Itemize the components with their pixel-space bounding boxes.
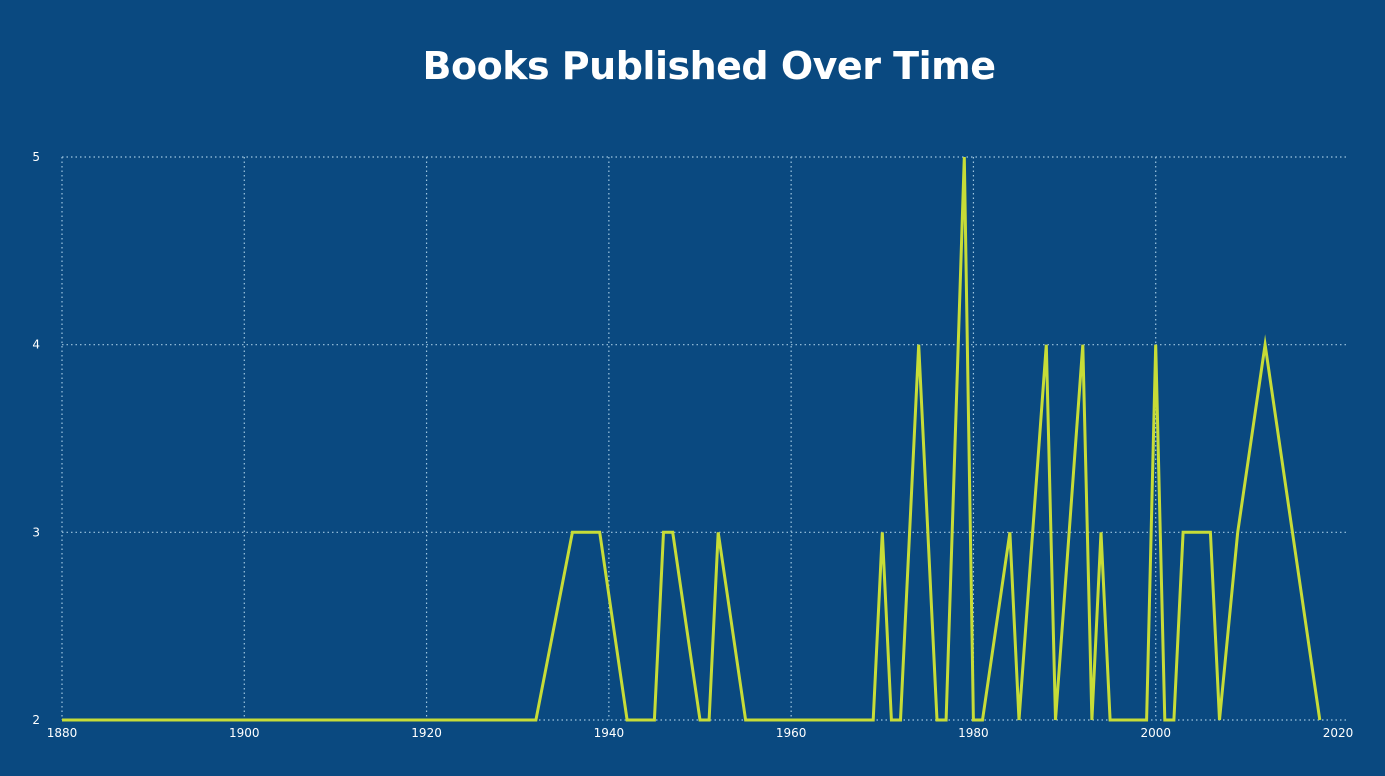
x-tick-label: 1900 xyxy=(229,726,260,740)
x-tick-label: 1960 xyxy=(776,726,807,740)
x-tick-label: 2000 xyxy=(1140,726,1171,740)
x-tick-label: 1880 xyxy=(47,726,78,740)
y-tick-label: 3 xyxy=(32,525,40,539)
x-tick-label: 1920 xyxy=(411,726,442,740)
y-tick-label: 5 xyxy=(32,150,40,164)
x-tick-label: 1940 xyxy=(594,726,625,740)
series-line xyxy=(62,156,1322,722)
chart-title: Books Published Over Time xyxy=(422,44,996,88)
series-layer xyxy=(62,156,1322,722)
axis-ticks: 2 3 4 5 1880 1900 1920 1940 1960 1980 2000 2020 xyxy=(32,150,1353,740)
x-tick-label: 2020 xyxy=(1323,726,1354,740)
x-tick-label: 1980 xyxy=(958,726,989,740)
grid xyxy=(61,156,1349,721)
y-tick-label: 4 xyxy=(32,338,40,352)
y-tick-label: 2 xyxy=(32,713,40,727)
